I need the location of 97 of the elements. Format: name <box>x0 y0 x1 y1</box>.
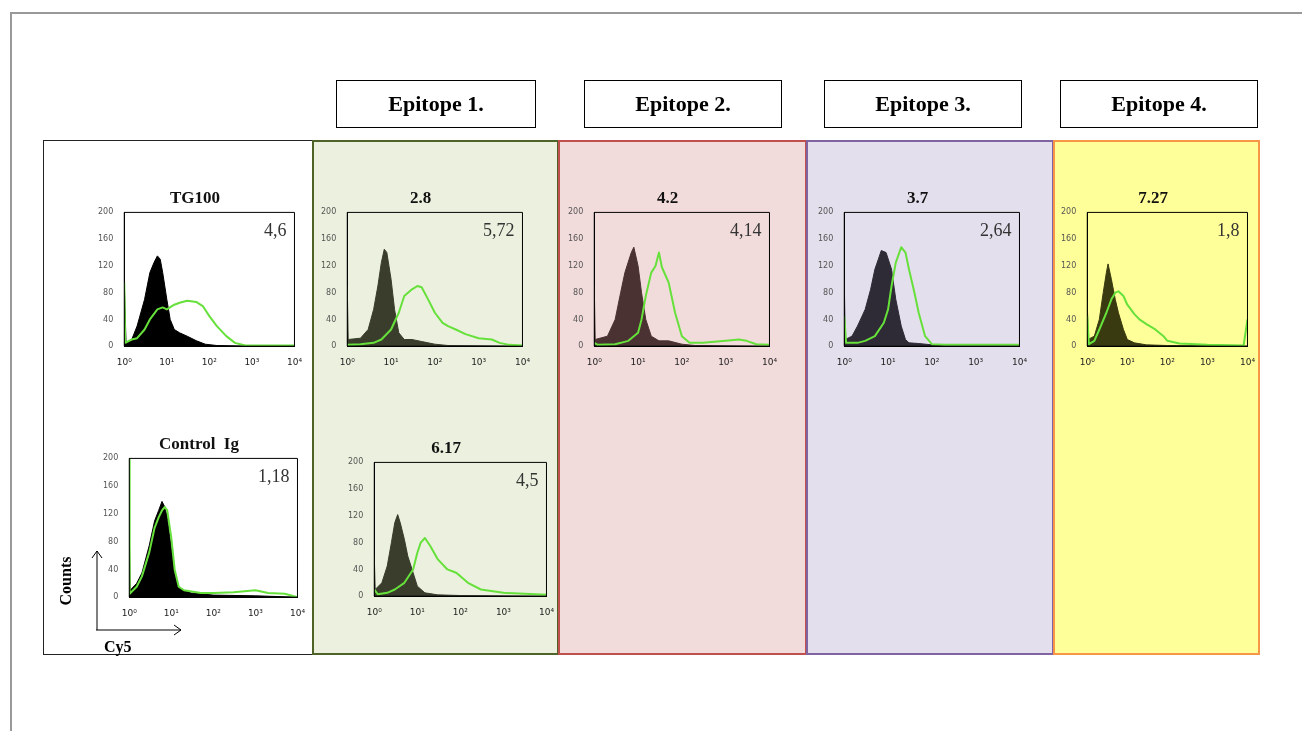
chart-title: 6.17 <box>431 437 462 457</box>
y-tick-label: 80 <box>326 287 337 297</box>
y-tick-label: 120 <box>1060 261 1077 270</box>
y-tick-label: 120 <box>102 509 119 518</box>
chart-title: 7.27 <box>1138 187 1169 207</box>
x-tick-label: 10³ <box>247 607 264 618</box>
x-tick-label: 10⁴ <box>289 607 306 618</box>
x-tick-label: 10² <box>674 356 690 367</box>
x-tick-label: 10⁴ <box>538 606 555 617</box>
chart-title: 3.7 <box>906 187 929 207</box>
chart-title: TG100 <box>169 187 221 207</box>
y-tick-label: 160 <box>97 234 114 244</box>
y-tick-label: 160 <box>567 234 584 244</box>
y-tick-label: 0 <box>1071 341 1077 351</box>
x-tick-label: 10² <box>1159 356 1176 367</box>
x-tick-label: 10⁰ <box>836 356 853 367</box>
x-tick-label: 10⁴ <box>1011 356 1028 367</box>
y-tick-label: 200 <box>97 207 114 217</box>
y-tick-label: 0 <box>828 341 834 351</box>
chart-subtitle: Epitope 2. <box>584 80 782 128</box>
y-tick-label: 120 <box>347 511 364 520</box>
y-tick-label: 200 <box>102 453 119 463</box>
y-tick-label: 80 <box>573 287 584 297</box>
x-tick-label: 10⁰ <box>586 356 603 367</box>
x-tick-label: 10² <box>205 607 222 618</box>
x-tick-label: 10¹ <box>163 607 180 618</box>
x-tick-label: 10² <box>201 356 218 367</box>
x-tick-label: 10¹ <box>1119 356 1136 367</box>
y-tick-label: 200 <box>1060 207 1077 217</box>
x-tick-label: 10⁴ <box>514 356 531 367</box>
x-tick-label: 10⁰ <box>121 607 138 618</box>
y-tick-label: 40 <box>1066 314 1077 324</box>
x-tick-label: 10⁰ <box>1079 356 1096 367</box>
y-tick-label: 160 <box>320 234 337 244</box>
y-tick-label: 40 <box>108 564 119 574</box>
y-tick-label: 0 <box>331 341 337 351</box>
y-tick-label: 40 <box>103 314 114 324</box>
y-tick-label: 0 <box>358 591 364 601</box>
x-tick-label: 10⁰ <box>339 356 356 367</box>
x-tick-label: 10³ <box>244 356 260 367</box>
x-tick-label: 10⁰ <box>116 356 133 367</box>
annotation: 4,6 <box>263 220 287 241</box>
annotation: 2,64 <box>979 220 1012 241</box>
y-tick-label: 160 <box>817 234 834 244</box>
annotation: 4,5 <box>515 470 539 491</box>
y-tick-label: 80 <box>823 287 834 297</box>
y-tick-label: 80 <box>108 536 119 546</box>
x-tick-label: 10¹ <box>630 356 646 367</box>
x-tick-label: 10¹ <box>409 606 426 617</box>
x-tick-label: 10³ <box>1199 356 1216 367</box>
chart-subtitle: Epitope 4. <box>1060 80 1258 128</box>
y-tick-label: 200 <box>347 457 364 467</box>
y-tick-label: 120 <box>817 261 834 270</box>
y-tick-label: 200 <box>817 207 834 217</box>
x-tick-label: 10³ <box>471 356 487 367</box>
x-axis-title: Cy5 <box>104 638 132 656</box>
x-tick-label: 10¹ <box>880 356 896 367</box>
x-tick-label: 10⁴ <box>1239 356 1256 367</box>
y-tick-label: 40 <box>573 314 584 324</box>
x-tick-label: 10² <box>452 606 469 617</box>
chart-title: 2.8 <box>409 187 432 207</box>
y-tick-label: 0 <box>108 341 114 351</box>
y-tick-label: 120 <box>97 261 114 270</box>
annotation: 4,14 <box>729 220 762 241</box>
y-tick-label: 80 <box>103 287 114 297</box>
x-tick-label: 10² <box>924 356 940 367</box>
y-tick-label: 0 <box>113 592 119 602</box>
x-tick-label: 10¹ <box>383 356 399 367</box>
y-tick-label: 0 <box>578 341 584 351</box>
chart-subtitle: Epitope 1. <box>336 80 536 128</box>
x-tick-label: 10³ <box>968 356 984 367</box>
annotation: 5,72 <box>482 220 515 241</box>
y-axis-title: Counts <box>57 556 76 606</box>
y-tick-label: 120 <box>567 261 584 270</box>
annotation: 1,8 <box>1216 220 1240 241</box>
x-tick-label: 10⁰ <box>366 606 383 617</box>
y-tick-label: 80 <box>1066 287 1077 297</box>
x-tick-label: 10¹ <box>159 356 175 367</box>
y-tick-label: 40 <box>326 314 337 324</box>
x-tick-label: 10² <box>427 356 443 367</box>
y-tick-label: 160 <box>1060 234 1077 244</box>
x-tick-label: 10⁴ <box>286 356 303 367</box>
annotation: 1,18 <box>257 466 290 487</box>
y-tick-label: 160 <box>347 484 364 494</box>
y-tick-label: 200 <box>567 207 584 217</box>
y-tick-label: 80 <box>353 537 364 547</box>
chart-subtitle: Epitope 3. <box>824 80 1022 128</box>
chart-title: 4.2 <box>656 187 679 207</box>
y-tick-label: 120 <box>320 261 337 270</box>
y-tick-label: 200 <box>320 207 337 217</box>
x-tick-label: 10⁴ <box>761 356 778 367</box>
y-tick-label: 40 <box>353 564 364 574</box>
y-tick-label: 160 <box>102 481 119 491</box>
chart-title: Control Ig <box>159 433 240 453</box>
x-tick-label: 10³ <box>718 356 734 367</box>
y-tick-label: 40 <box>823 314 834 324</box>
x-tick-label: 10³ <box>495 606 512 617</box>
